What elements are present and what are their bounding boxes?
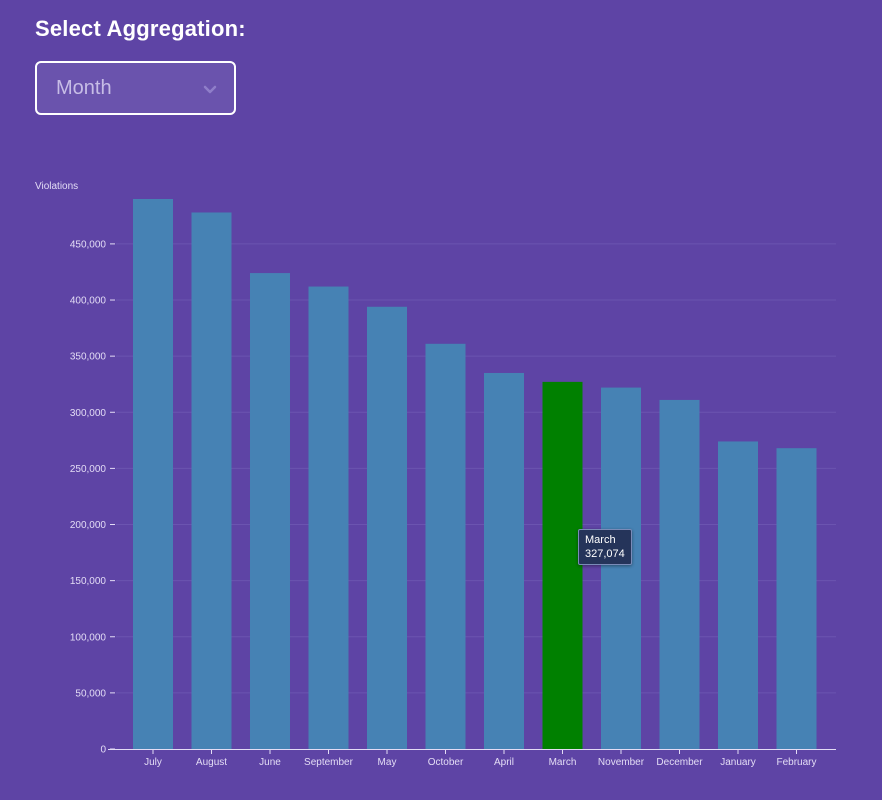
x-tick-label: May xyxy=(378,757,397,768)
y-tick-label: 0 xyxy=(100,745,106,756)
y-tick-label: 100,000 xyxy=(70,632,107,643)
y-tick-label: 450,000 xyxy=(70,239,107,250)
tooltip-value: 327,074 xyxy=(585,548,625,560)
bar-october[interactable] xyxy=(425,343,466,749)
x-tick-label: July xyxy=(144,757,162,768)
chevron-down-icon xyxy=(203,85,217,94)
x-tick-label: September xyxy=(304,757,354,768)
bar-july[interactable] xyxy=(133,199,173,749)
bar-january[interactable] xyxy=(718,441,758,749)
y-tick-label: 400,000 xyxy=(70,296,107,307)
x-tick-label: February xyxy=(776,757,816,768)
x-tick-label: April xyxy=(494,757,514,768)
x-tick-label: August xyxy=(196,757,227,768)
y-tick-label: 350,000 xyxy=(70,352,107,363)
x-tick-label: December xyxy=(656,757,703,768)
y-tick-label: 150,000 xyxy=(70,576,107,587)
aggregation-select[interactable]: Month xyxy=(35,61,236,115)
y-tick-label: 300,000 xyxy=(70,408,107,419)
bar-february[interactable] xyxy=(776,448,817,749)
x-tick-label: January xyxy=(720,757,756,768)
bar-march[interactable] xyxy=(542,381,583,749)
bar-august[interactable] xyxy=(191,212,232,750)
aggregation-select-value: Month xyxy=(56,77,112,99)
y-tick-label: 200,000 xyxy=(70,520,107,531)
bar-december[interactable] xyxy=(659,399,700,749)
y-axis-title: Violations xyxy=(35,181,78,192)
bar-april[interactable] xyxy=(484,372,524,749)
x-tick-label: March xyxy=(549,757,577,768)
x-tick-label: October xyxy=(428,757,464,768)
bar-tooltip: March 327,074 xyxy=(578,529,632,565)
bar-may[interactable] xyxy=(367,306,407,749)
bar-june[interactable] xyxy=(250,273,290,749)
bar-september[interactable] xyxy=(308,286,349,749)
x-tick-label: June xyxy=(259,757,281,768)
y-tick-label: 50,000 xyxy=(75,688,106,699)
y-tick-label: 250,000 xyxy=(70,464,107,475)
aggregation-heading: Select Aggregation: xyxy=(35,16,246,41)
x-tick-label: November xyxy=(598,757,645,768)
tooltip-label: March xyxy=(585,534,616,546)
bar-november[interactable] xyxy=(601,387,641,749)
